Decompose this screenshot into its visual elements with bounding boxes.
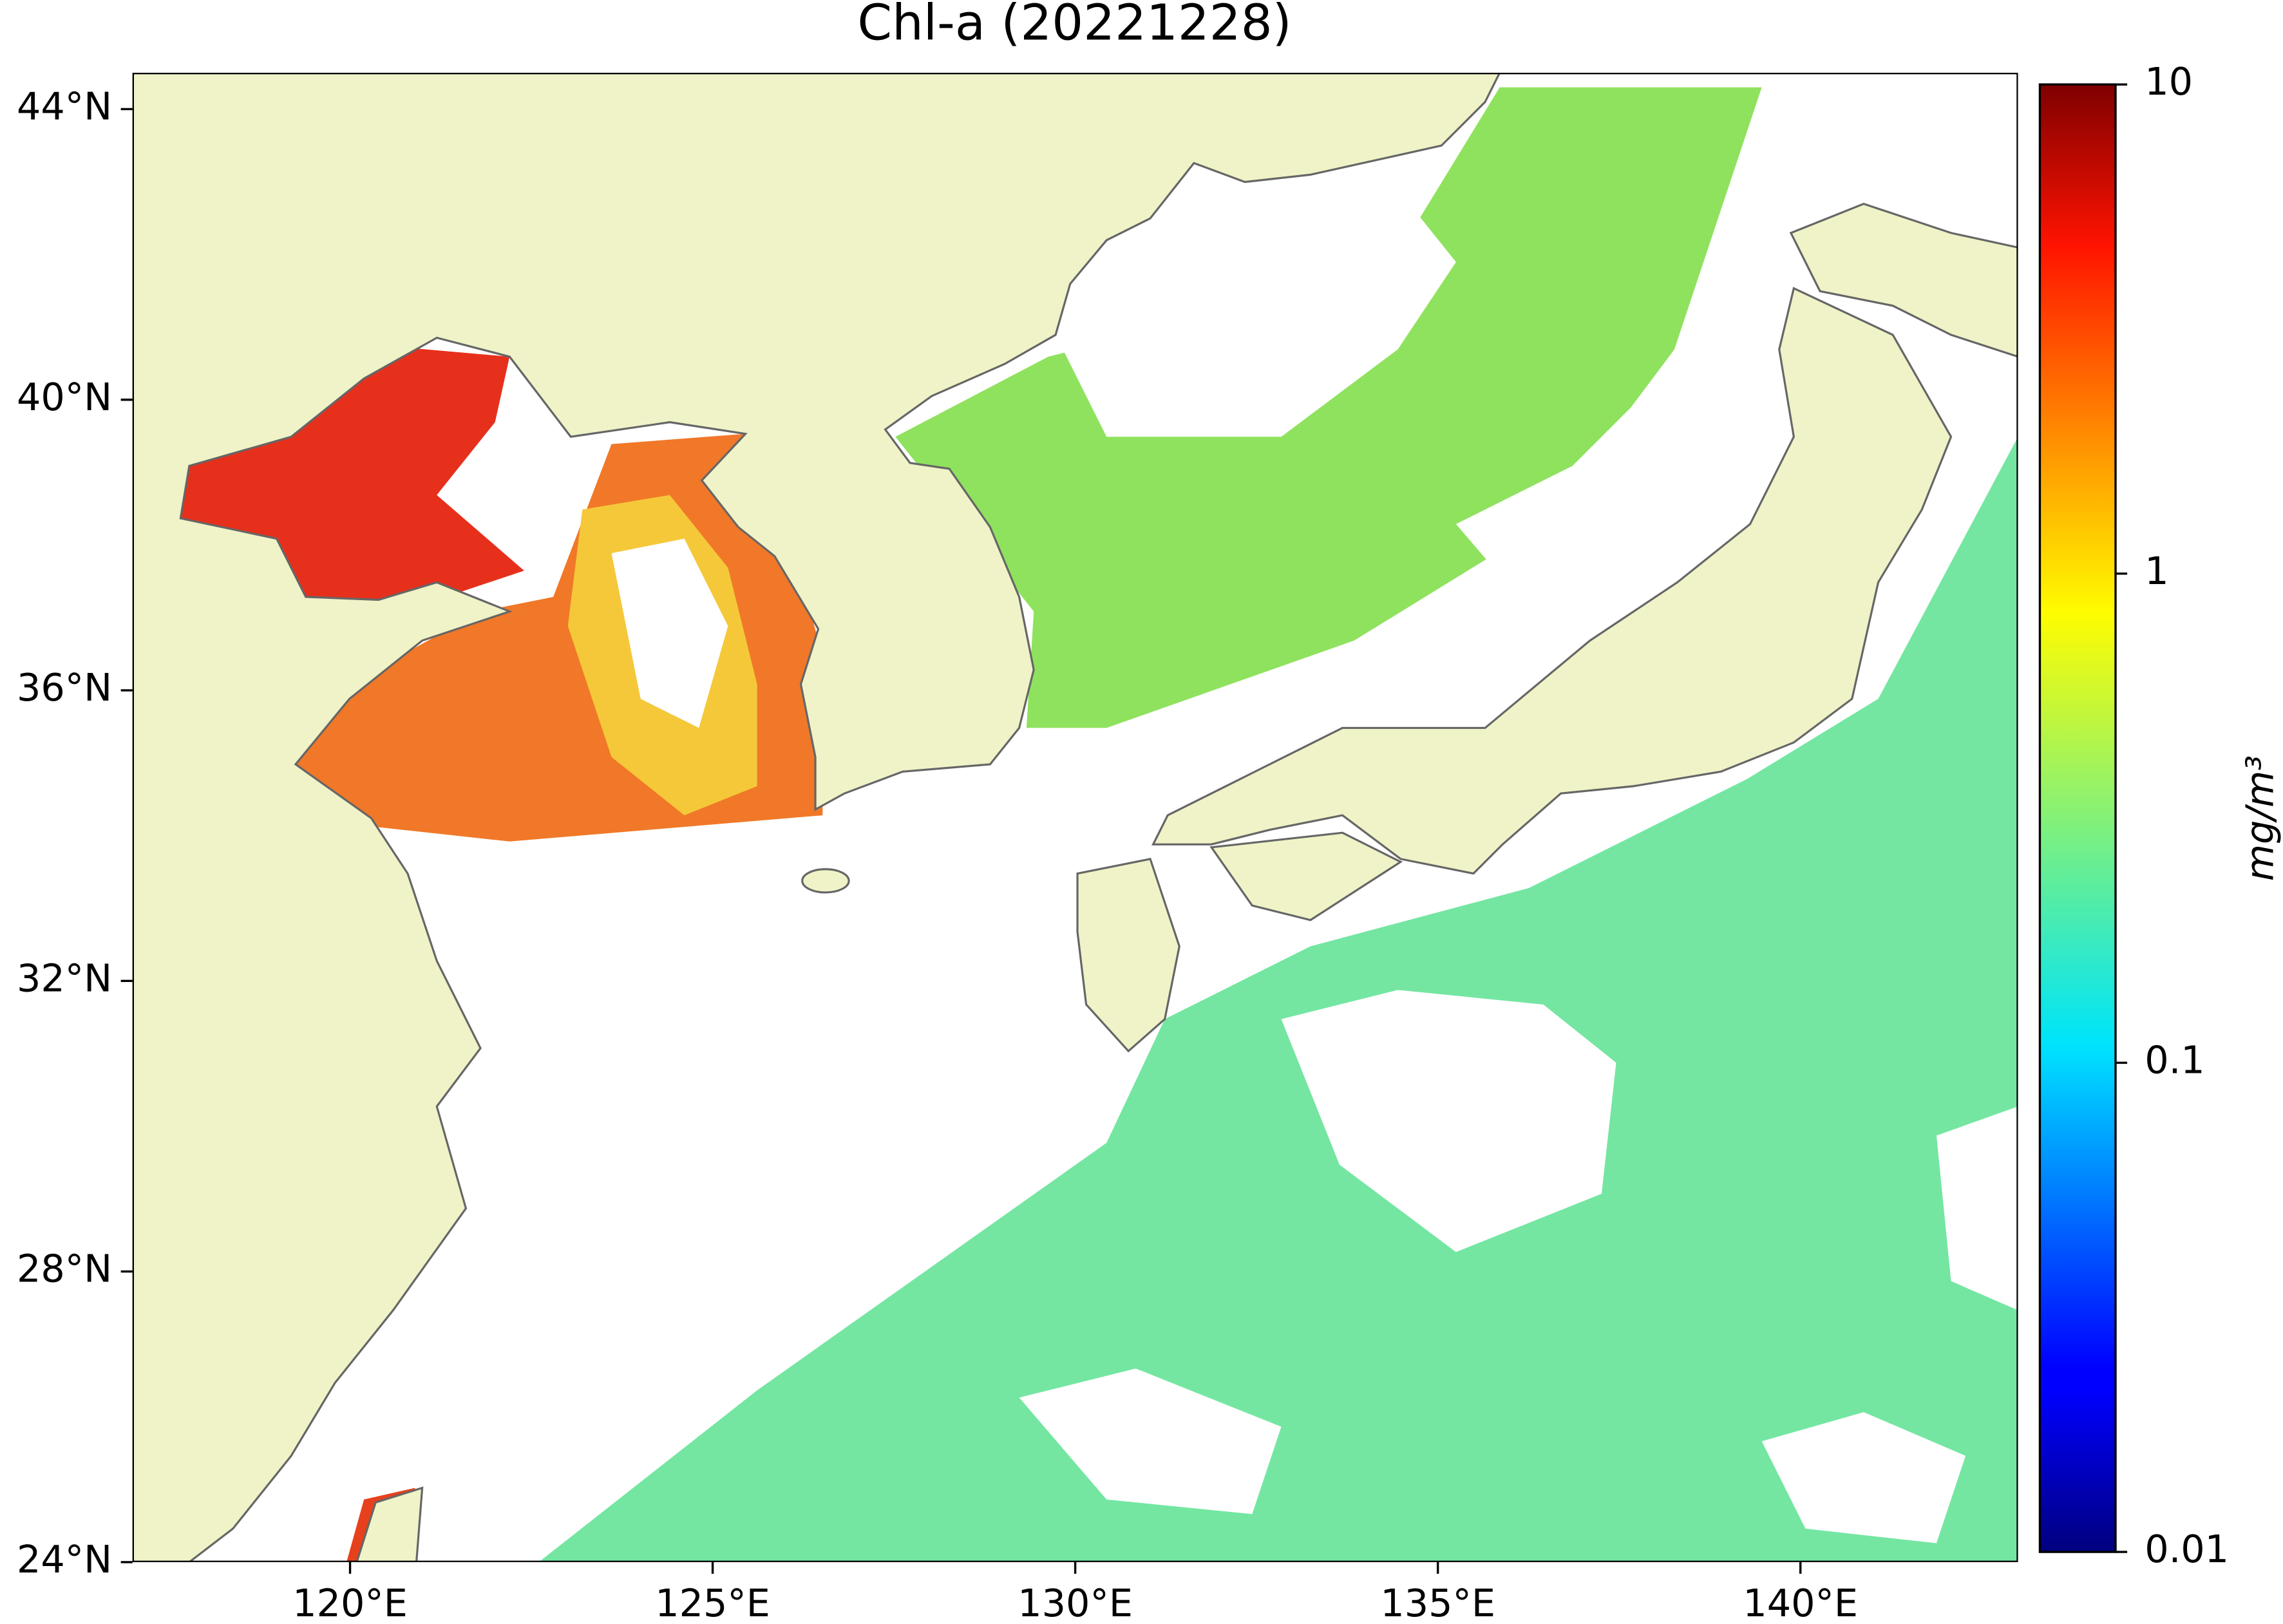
land [801,868,850,894]
y-tick-label: 40°N [17,375,112,419]
chart-title: Chl-a (20221228) [857,0,1291,52]
colorbar-tick-label: 0.1 [2145,1038,2204,1082]
land [1789,202,2018,358]
x-tick-label: 120°E [292,1581,408,1624]
cloud [611,538,728,728]
land [132,73,1501,1562]
land [1209,831,1403,921]
chl-field [895,87,1762,728]
y-tick-label: 36°N [17,665,112,710]
map [132,73,2018,1562]
colorbar-label: mg/m³ [2237,755,2282,881]
cloud [1019,1368,1282,1515]
cloud [408,815,990,1398]
cloud [1936,1106,2018,1310]
land [1151,287,1953,875]
colorbar-tick-label: 1 [2145,549,2168,593]
chl-field [538,437,2018,1562]
y-tick-label: 32°N [17,956,112,1000]
colorbar-tick-label: 0.01 [2145,1527,2229,1571]
colorbar-tick-label: 10 [2145,59,2193,104]
land [1076,858,1180,1053]
y-tick-label: 44°N [17,84,112,129]
x-tick-label: 125°E [655,1581,770,1624]
y-tick-label: 24°N [17,1537,112,1582]
x-tick-label: 140°E [1743,1581,1858,1624]
cloud [1455,160,1821,627]
y-tick-label: 28°N [17,1247,112,1291]
x-tick-label: 130°E [1018,1581,1133,1624]
colorbar [2038,83,2117,1553]
cloud [1281,990,1616,1252]
land [355,1486,424,1562]
x-tick-label: 135°E [1380,1581,1495,1624]
cloud [1048,189,1456,437]
cloud [1761,1412,1966,1544]
